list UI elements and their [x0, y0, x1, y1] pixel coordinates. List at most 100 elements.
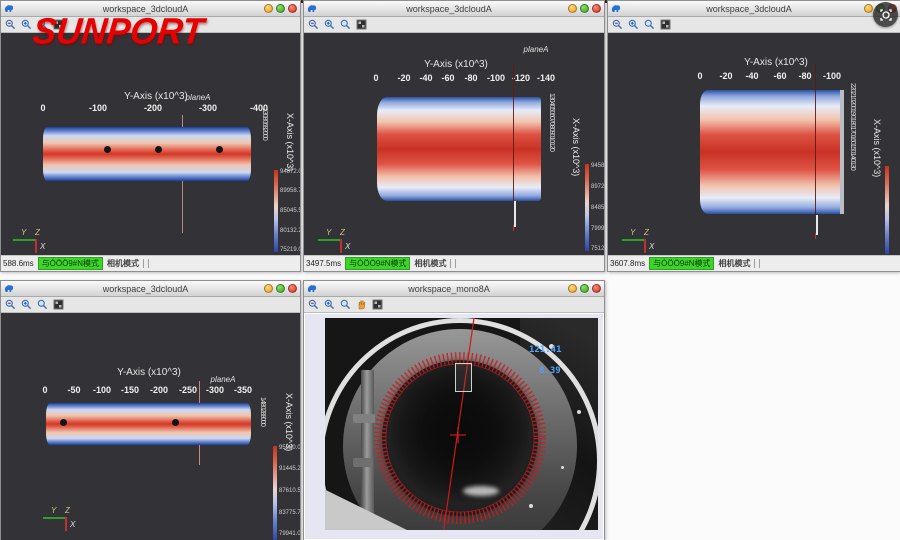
maximize-button[interactable]: [276, 4, 285, 13]
divider: [143, 259, 144, 268]
zoom-in-icon[interactable]: [627, 19, 639, 31]
roi-select-icon[interactable]: [659, 19, 671, 31]
app-logo-icon[interactable]: [611, 3, 622, 14]
roi-select-icon[interactable]: [355, 19, 367, 31]
x-axis-title: X-Axis (x10^3): [872, 119, 882, 177]
pan-hand-icon[interactable]: [355, 299, 367, 311]
y-tick: -80: [798, 71, 811, 81]
close-button[interactable]: [288, 284, 297, 293]
camera-mode-label[interactable]: 相机模式: [107, 258, 139, 269]
app-logo-icon[interactable]: [4, 283, 15, 294]
selection-rectangle[interactable]: [455, 363, 472, 392]
image-view-area[interactable]: 121.41 8.39: [304, 313, 604, 540]
zoom-reset-icon[interactable]: [339, 19, 351, 31]
close-button[interactable]: [592, 284, 601, 293]
y-tick: -100: [89, 103, 107, 113]
mode-badge[interactable]: 与ÓÖÖ9#N模式: [649, 257, 714, 270]
colorbar-label: 95280.00: [279, 445, 300, 451]
y-tick: -300: [199, 103, 217, 113]
plane-marker-lower: [816, 215, 818, 235]
pointcloud-viewport[interactable]: Y-Axis (x10^3) 0 -20 -40 -60 -80 -100 22…: [608, 33, 900, 255]
gizmo-x-label: X: [345, 242, 350, 251]
y-axis-title: Y-Axis (x10^3): [424, 59, 488, 70]
colorbar-label: 94587.00: [591, 163, 604, 169]
roi-select-icon[interactable]: [52, 19, 64, 31]
gizmo-y-axis-line: [43, 517, 67, 519]
gizmo-y-label: Y: [630, 228, 635, 237]
pointcloud-block: [377, 97, 541, 201]
x-tick-labels-overlapped: 220210200190180170160150140130: [848, 83, 856, 170]
window-3dcloud-bottom-left: workspace_3dcloudA Y-Axis (x10^3) planeA…: [0, 280, 301, 540]
mode-badge[interactable]: 与ÓÖÖ9#N模式: [345, 257, 410, 270]
pointcloud-viewport[interactable]: Y-Axis (x10^3) planeA 0 -100 -200 -300 -…: [1, 33, 300, 255]
app-logo-icon[interactable]: [307, 3, 318, 14]
y-axis-title: Y-Axis (x10^3): [124, 91, 188, 102]
window-title: workspace_3dcloudA: [29, 282, 262, 296]
minimize-button[interactable]: [264, 4, 273, 13]
view-toolbar: [304, 17, 604, 33]
color-scale-bar: [274, 170, 278, 252]
titlebar[interactable]: workspace_mono8A: [304, 281, 604, 297]
titlebar[interactable]: workspace_3dcloudA: [608, 1, 900, 17]
defect-dot: [216, 146, 223, 153]
camera-mode-label[interactable]: 相机模式: [718, 258, 750, 269]
minimize-button[interactable]: [568, 4, 577, 13]
status-bar: 3607.8ms 与ÓÖÖ9#N模式 相机模式: [608, 255, 900, 271]
minimize-button[interactable]: [864, 4, 873, 13]
zoom-in-icon[interactable]: [20, 19, 32, 31]
y-tick: -60: [773, 71, 786, 81]
mode-badge[interactable]: 与ÓÖÖ9#N模式: [38, 257, 103, 270]
zoom-out-icon[interactable]: [4, 299, 16, 311]
color-scale-bar: [273, 446, 277, 540]
roi-select-icon[interactable]: [371, 299, 383, 311]
capture-crosshair-icon[interactable]: [873, 2, 898, 27]
zoom-reset-icon[interactable]: [36, 299, 48, 311]
plane-label: planeA: [211, 375, 236, 384]
measurement-value-1: 121.41: [529, 345, 562, 355]
camera-image[interactable]: 121.41 8.39: [325, 318, 598, 530]
app-logo-icon[interactable]: [4, 3, 15, 14]
gizmo-z-label: Z: [65, 506, 70, 515]
minimize-button[interactable]: [264, 284, 273, 293]
zoom-out-icon[interactable]: [611, 19, 623, 31]
camera-mode-label[interactable]: 相机模式: [414, 258, 446, 269]
zoom-reset-icon[interactable]: [643, 19, 655, 31]
gizmo-x-label: X: [40, 242, 45, 251]
pointcloud-band: [43, 127, 251, 181]
zoom-out-icon[interactable]: [4, 19, 16, 31]
pointcloud-block: [700, 90, 840, 214]
gizmo-x-axis-line: [35, 239, 37, 253]
close-button[interactable]: [592, 4, 601, 13]
gizmo-x-label: X: [649, 242, 654, 251]
gizmo-y-axis-line: [318, 239, 342, 241]
zoom-in-icon[interactable]: [20, 299, 32, 311]
zoom-in-icon[interactable]: [323, 19, 335, 31]
status-bar: 588.6ms 与ÓÖÖ9#N模式 相机模式: [1, 255, 300, 271]
pointcloud-viewport[interactable]: planeA Y-Axis (x10^3) 0 -20 -40 -60 -80 …: [304, 33, 604, 255]
y-tick: -100: [487, 73, 505, 83]
zoom-reset-icon[interactable]: [36, 19, 48, 31]
titlebar[interactable]: workspace_3dcloudA: [1, 1, 300, 17]
zoom-reset-icon[interactable]: [339, 299, 351, 311]
window-3dcloud-top-middle: workspace_3dcloudA planeA Y-Axis (x10^3)…: [303, 0, 605, 272]
minimize-button[interactable]: [568, 284, 577, 293]
titlebar[interactable]: workspace_3dcloudA: [304, 1, 604, 17]
zoom-out-icon[interactable]: [307, 19, 319, 31]
roi-select-icon[interactable]: [52, 299, 64, 311]
cloud-edge-strip: [840, 90, 844, 214]
pointcloud-viewport[interactable]: Y-Axis (x10^3) planeA 0 -50 -100 -150 -2…: [1, 313, 300, 540]
divider: [450, 259, 451, 268]
app-logo-icon[interactable]: [307, 283, 318, 294]
zoom-out-icon[interactable]: [307, 299, 319, 311]
close-button[interactable]: [288, 4, 297, 13]
zoom-in-icon[interactable]: [323, 299, 335, 311]
maximize-button[interactable]: [276, 284, 285, 293]
colorbar-label: 79941.00: [279, 531, 300, 537]
titlebar[interactable]: workspace_3dcloudA: [1, 281, 300, 297]
colorbar-label: 91445.25: [279, 466, 300, 472]
plane-marker-tip: [815, 233, 816, 239]
x-axis-title: X-Axis (x10^3): [571, 118, 581, 176]
plane-label: planeA: [524, 45, 549, 54]
maximize-button[interactable]: [580, 284, 589, 293]
maximize-button[interactable]: [580, 4, 589, 13]
